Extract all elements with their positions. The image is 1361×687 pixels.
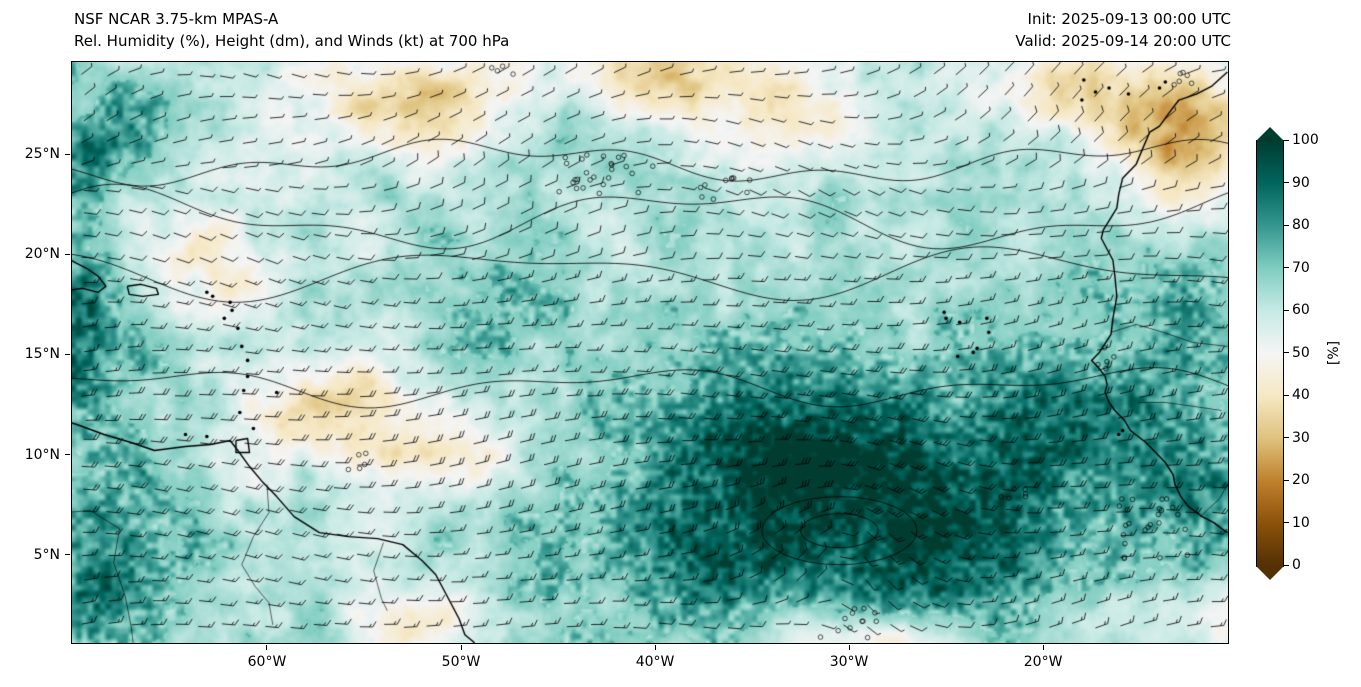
y-tick-label: 20°N [24, 246, 60, 263]
colorbar-tick-label: 80 [1292, 217, 1310, 233]
map-axes-frame [71, 61, 1229, 644]
colorbar-tick-label: 90 [1292, 174, 1310, 191]
valid-time-label: Valid: 2025-09-14 20:00 UTC [1015, 32, 1231, 50]
map-canvas [72, 62, 1228, 643]
colorbar-tick-mark [1284, 522, 1289, 523]
colorbar-tick-mark [1284, 267, 1289, 268]
model-title: NSF NCAR 3.75-km MPAS-A [74, 10, 279, 28]
y-tick-mark [65, 353, 70, 355]
y-tick-label: 5°N [33, 546, 60, 563]
x-tick-label: 60°W [247, 654, 287, 670]
x-tick-mark [654, 645, 656, 650]
colorbar-tick-label: 60 [1292, 302, 1310, 318]
colorbar-tick-mark [1284, 139, 1289, 141]
y-tick-mark [65, 153, 70, 155]
colorbar-tick-label: 10 [1292, 514, 1310, 531]
x-tick-label: 30°W [829, 654, 869, 670]
y-tick-label: 10°N [24, 446, 60, 463]
colorbar-tick-mark [1284, 394, 1289, 396]
y-tick-mark [65, 454, 70, 456]
y-tick-label: 25°N [24, 146, 60, 163]
x-tick-mark [266, 645, 268, 650]
colorbar-upper-arrow [1256, 127, 1284, 141]
x-tick-mark [460, 645, 462, 650]
colorbar-tick-label: 0 [1292, 557, 1301, 573]
colorbar-tick-label: 20 [1292, 472, 1310, 488]
colorbar [1256, 140, 1284, 567]
x-tick-mark [1042, 645, 1044, 650]
colorbar-tick-mark [1284, 564, 1289, 566]
y-tick-mark [65, 554, 70, 556]
y-tick-mark [65, 253, 70, 255]
colorbar-tick-mark [1284, 479, 1289, 481]
colorbar-tick-label: 50 [1292, 344, 1310, 361]
y-tick-label: 15°N [24, 346, 60, 363]
x-tick-label: 50°W [441, 654, 481, 670]
colorbar-tick-label: 40 [1292, 387, 1310, 403]
colorbar-tick-mark [1284, 224, 1289, 226]
x-tick-label: 40°W [635, 654, 675, 670]
colorbar-tick-mark [1284, 182, 1289, 183]
colorbar-tick-label: 70 [1292, 259, 1310, 276]
init-time-label: Init: 2025-09-13 00:00 UTC [1027, 10, 1231, 28]
x-tick-mark [848, 645, 850, 650]
colorbar-tick-mark [1284, 352, 1289, 353]
colorbar-tick-label: 100 [1292, 132, 1319, 148]
fields-subtitle: Rel. Humidity (%), Height (dm), and Wind… [74, 32, 510, 50]
colorbar-tick-mark [1284, 309, 1289, 311]
colorbar-tick-mark [1284, 437, 1289, 438]
x-tick-label: 20°W [1023, 654, 1063, 670]
colorbar-tick-label: 30 [1292, 429, 1310, 446]
colorbar-lower-arrow [1256, 566, 1284, 580]
